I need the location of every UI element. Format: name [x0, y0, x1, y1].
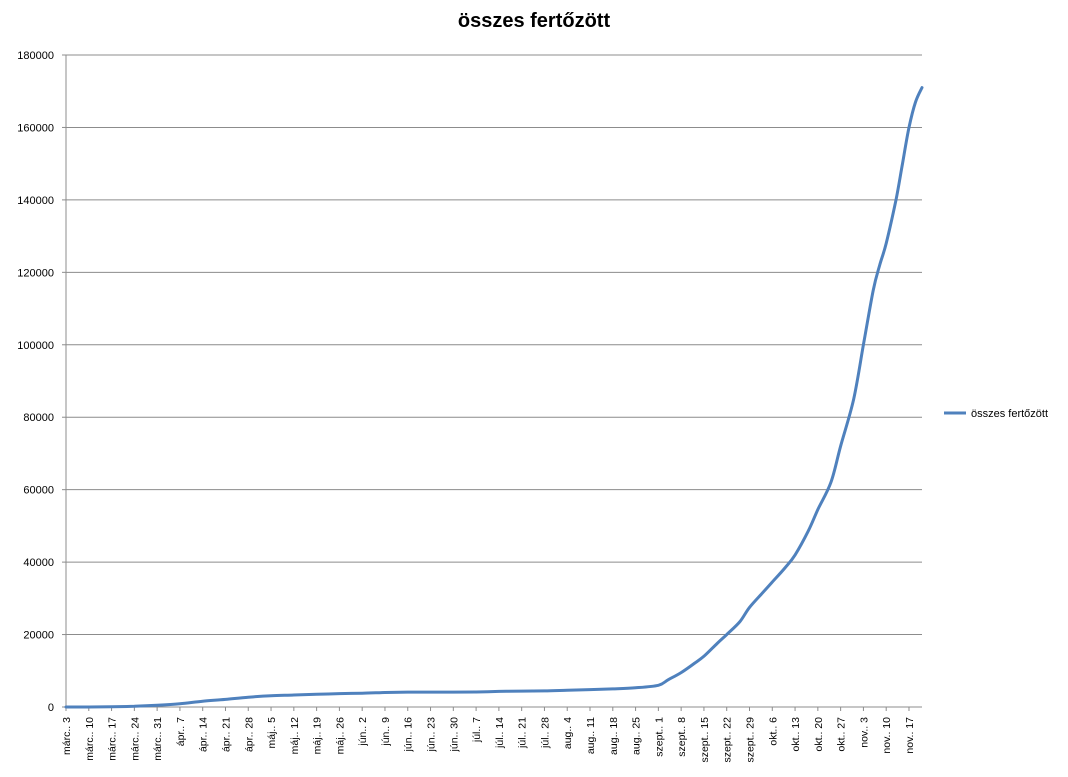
- x-tick-label: máj.. 12: [289, 717, 301, 755]
- x-tick-label: máj.. 5: [266, 717, 278, 749]
- y-tick-label: 80000: [23, 412, 54, 424]
- x-tick-label: aug.. 18: [608, 717, 620, 755]
- x-tick-label: márc.. 17: [107, 717, 119, 761]
- y-tick-label: 140000: [17, 195, 54, 207]
- x-tick-label: júl.. 7: [471, 717, 483, 743]
- y-tick-label: 0: [48, 702, 54, 714]
- x-tick-label: ápr.. 28: [243, 717, 255, 752]
- y-tick-label: 20000: [23, 630, 54, 642]
- x-tick-label: aug.. 25: [631, 717, 643, 755]
- x-tick-label: nov.. 10: [881, 717, 893, 754]
- x-tick-label: ápr.. 14: [198, 717, 210, 752]
- x-tick-label: szept.. 22: [722, 717, 734, 763]
- y-tick-label: 160000: [17, 122, 54, 134]
- gridlines: [66, 54, 922, 636]
- x-tick-label: szept.. 29: [744, 717, 756, 763]
- y-tick-labels: 0 20000 40000 60000 80000 100000 120000 140000 1…: [17, 50, 54, 714]
- axes: [62, 54, 922, 711]
- y-tick-label: 40000: [23, 557, 54, 569]
- x-tick-label: okt.. 27: [836, 717, 848, 752]
- y-tick-label: 60000: [23, 485, 54, 497]
- y-tick-label: 100000: [17, 340, 54, 352]
- x-tick-label: máj.. 26: [334, 717, 346, 755]
- x-tick-label: jún.. 2: [357, 717, 369, 747]
- x-tick-label: nov.. 17: [904, 717, 916, 754]
- x-tick-label: ápr.. 7: [175, 717, 187, 746]
- x-tick-label: aug.. 4: [562, 717, 574, 749]
- x-tick-label: szept.. 15: [699, 717, 711, 763]
- x-tick-label: jún.. 23: [426, 717, 438, 753]
- x-tick-label: márc.. 3: [61, 717, 73, 755]
- x-tick-label: okt.. 20: [813, 717, 825, 752]
- x-tick-label: szept.. 1: [653, 717, 665, 757]
- x-tick-label: márc.. 31: [152, 717, 164, 761]
- x-tick-label: júl.. 14: [494, 717, 506, 749]
- x-tick-label: aug.. 11: [585, 717, 597, 754]
- x-tick-label: okt.. 6: [767, 717, 779, 746]
- x-tick-label: jún.. 16: [403, 717, 415, 753]
- x-tick-label: márc.. 24: [129, 717, 141, 761]
- chart-title: összes fertőzött: [457, 10, 611, 32]
- x-tick-label: márc.. 10: [84, 717, 96, 761]
- x-tick-label: nov.. 3: [858, 717, 870, 748]
- x-tick-label: ápr.. 21: [220, 717, 232, 752]
- x-tick-label: szept.. 8: [676, 717, 688, 757]
- y-tick-label: 180000: [17, 50, 54, 62]
- x-tick-label: jún.. 9: [380, 717, 392, 747]
- y-tick-label: 120000: [17, 267, 54, 279]
- series-line: [64, 86, 924, 709]
- x-tick-labels: márc.. 3 márc.. 10 márc.. 17 márc.. 24 márc.…: [61, 717, 916, 763]
- x-tick-label: okt.. 13: [790, 717, 802, 752]
- legend: összes fertőzött: [944, 408, 1048, 420]
- x-tick-label: júl.. 21: [517, 717, 529, 749]
- x-tick-label: jún.. 30: [448, 717, 460, 753]
- series: [64, 86, 924, 709]
- x-tick-label: máj.. 19: [312, 717, 324, 755]
- x-tick-label: júl.. 28: [539, 717, 551, 749]
- legend-label: összes fertőzött: [971, 408, 1048, 420]
